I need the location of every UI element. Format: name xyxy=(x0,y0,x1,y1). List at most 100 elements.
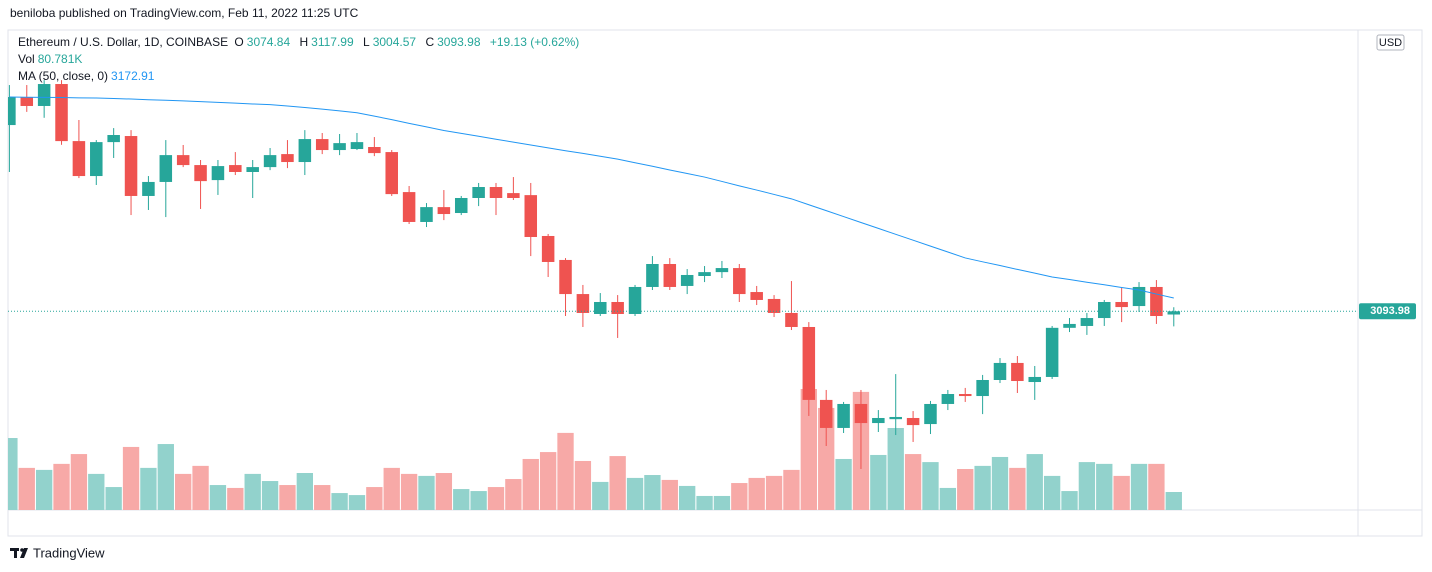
volume-bar xyxy=(192,465,209,510)
change: +19.13 (+0.62%) xyxy=(489,35,580,49)
ohlc-label: O xyxy=(234,35,244,49)
volume-bar xyxy=(400,473,418,510)
candle-body xyxy=(872,417,885,424)
volume-bar xyxy=(957,468,974,510)
volume-bar xyxy=(713,495,731,510)
volume-bar xyxy=(783,469,800,510)
volume-bar xyxy=(418,475,435,510)
footer: TradingView xyxy=(33,545,105,560)
volume-bar xyxy=(209,485,227,510)
candle-body xyxy=(142,181,155,196)
legend-row: Vol 80.781K xyxy=(18,51,582,68)
candle-body xyxy=(646,264,659,287)
volume-bar xyxy=(1061,491,1078,510)
volume-bar xyxy=(539,452,557,510)
candle-body xyxy=(37,84,51,106)
volume-bar xyxy=(557,432,574,510)
ohlc-label: H xyxy=(299,35,309,49)
candle-body xyxy=(402,192,416,222)
volume-bar xyxy=(800,389,817,510)
candle-body xyxy=(698,272,711,276)
volume-bar xyxy=(522,458,539,510)
volume-bar xyxy=(227,487,244,510)
candle-body xyxy=(315,139,329,151)
candle-body xyxy=(1028,376,1042,383)
volume-bar xyxy=(1043,475,1061,510)
candle-body xyxy=(1098,301,1111,319)
legend: Ethereum / U.S. Dollar, 1D, COINBASE O 30… xyxy=(18,34,582,85)
volume-bar xyxy=(175,473,192,510)
legend-row: Ethereum / U.S. Dollar, 1D, COINBASE O 30… xyxy=(18,34,582,51)
volume-bar xyxy=(505,479,522,510)
candle-body xyxy=(246,167,259,172)
volume-bar xyxy=(818,407,835,510)
volume-bar xyxy=(679,485,696,510)
volume-bar xyxy=(296,473,314,510)
volume-bar xyxy=(922,462,939,510)
volume-bar xyxy=(904,454,922,510)
volume-bar xyxy=(765,475,783,510)
volume-bar xyxy=(574,460,592,510)
volume-bar xyxy=(1009,467,1026,510)
candle-body xyxy=(90,142,103,177)
candle-body xyxy=(819,399,833,428)
candle-body xyxy=(124,136,138,196)
candle-body xyxy=(263,155,277,168)
volume-bar xyxy=(122,446,140,510)
volume-bar xyxy=(348,495,366,510)
volume-bar xyxy=(8,438,18,510)
candle-body xyxy=(1063,323,1076,328)
candle-body xyxy=(489,187,503,198)
candle-body xyxy=(194,165,207,182)
candle-body xyxy=(628,286,642,314)
symbol-title: Ethereum / U.S. Dollar, 1D, COINBASE xyxy=(18,35,229,49)
volume-bar xyxy=(383,467,400,510)
candle-body xyxy=(993,362,1007,380)
volume-bar xyxy=(661,479,678,510)
volume-bar xyxy=(453,489,470,510)
candle-body xyxy=(802,326,816,400)
volume-bar xyxy=(835,458,852,510)
candle-body xyxy=(559,259,572,295)
candle-body xyxy=(1011,362,1024,382)
volume-bar xyxy=(1026,454,1043,510)
candle-body xyxy=(750,292,763,300)
axes: 3093.98 xyxy=(8,303,1416,320)
ma-name: MA (50, close, 0) xyxy=(18,69,109,83)
volume-bar xyxy=(991,456,1009,510)
currency-box xyxy=(1376,34,1405,51)
open-value: 3074.84 xyxy=(246,35,291,49)
candle-body xyxy=(8,97,16,126)
ma-value: 3172.91 xyxy=(111,69,155,83)
volume-bar xyxy=(487,487,505,510)
candle-body xyxy=(889,416,902,420)
legend-row: MA (50, close, 0) 3172.91 xyxy=(18,68,582,85)
volume-bar xyxy=(1165,491,1182,510)
volume-bar xyxy=(1130,463,1148,510)
candle-body xyxy=(107,135,120,143)
volume-bar xyxy=(314,485,331,510)
volume-bar xyxy=(870,454,887,510)
volume-bar xyxy=(748,477,765,510)
volume-pane xyxy=(8,389,1182,510)
volume-bar xyxy=(35,469,53,510)
last-price-tag xyxy=(1359,303,1416,320)
volume-bar xyxy=(331,493,348,510)
candle-body xyxy=(420,207,433,222)
volume-bar xyxy=(1113,475,1130,510)
candle-body xyxy=(437,207,451,215)
candle-body xyxy=(472,187,485,198)
candle-body xyxy=(333,143,346,151)
candle-body xyxy=(1080,318,1094,326)
candle-body xyxy=(298,139,312,163)
header: beniloba published on TradingView.com, F… xyxy=(10,6,359,20)
volume-bar xyxy=(70,454,88,510)
volume-bar xyxy=(470,491,487,510)
candle-body xyxy=(576,294,590,313)
volume-bar xyxy=(644,475,661,510)
candle-body xyxy=(229,165,242,172)
candle-body xyxy=(350,142,364,150)
low-value: 3004.57 xyxy=(372,35,417,49)
candle-body xyxy=(854,403,868,424)
